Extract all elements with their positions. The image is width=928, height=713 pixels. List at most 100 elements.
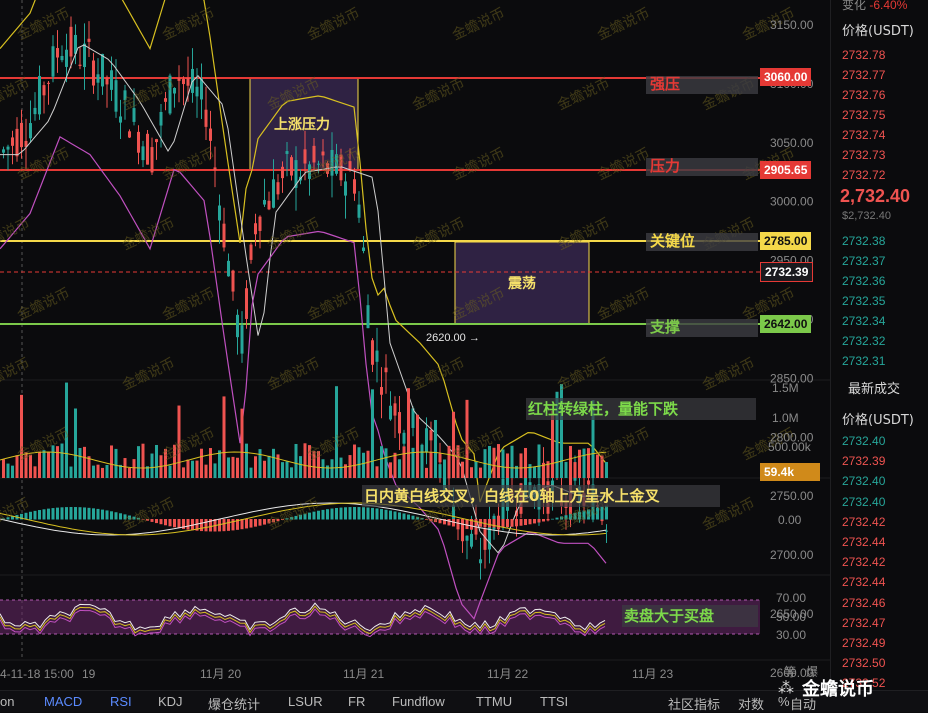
- candle-body: [461, 522, 464, 542]
- macd-bar: [501, 519, 505, 528]
- macd-bar: [155, 519, 158, 524]
- volume-bar: [65, 382, 68, 478]
- volume-bar: [456, 445, 460, 478]
- volume-bar: [564, 461, 568, 478]
- orderbook-row: 2732.36: [842, 274, 886, 288]
- volume-bar: [249, 467, 253, 478]
- watermark-text: 金蟾说币: [450, 145, 508, 183]
- watermark-text: 金蟾说币: [15, 285, 73, 323]
- macd-bar: [357, 507, 361, 520]
- tab-lsur[interactable]: LSUR: [288, 694, 323, 709]
- tab-ttmu[interactable]: TTMU: [476, 694, 513, 709]
- watermark-text: 金蟾说币: [0, 75, 32, 113]
- volume-bar: [204, 464, 208, 478]
- tab-kdj[interactable]: KDJ: [158, 694, 183, 709]
- tab-auto[interactable]: 自动: [790, 697, 817, 712]
- candle-body: [488, 519, 491, 550]
- macd-bar: [177, 519, 181, 529]
- tab-percent[interactable]: %: [778, 694, 790, 709]
- candle-body: [96, 74, 100, 83]
- tab-rsi[interactable]: RSI: [110, 694, 132, 709]
- orderbook-row: 2732.78: [842, 48, 886, 62]
- label-strong-resistance: 强压: [646, 76, 758, 94]
- candle-body: [330, 149, 334, 176]
- macd-bar: [249, 519, 253, 528]
- label-key-level: 关键位: [646, 233, 758, 251]
- tab-liquidation[interactable]: 爆仓统计: [208, 697, 261, 712]
- volume-bar: [443, 459, 446, 478]
- candle-body: [272, 179, 275, 208]
- tab-fr[interactable]: FR: [348, 694, 366, 709]
- share-icon: ⁂: [778, 678, 794, 697]
- macd-bar: [47, 508, 50, 520]
- candle-body: [393, 403, 397, 416]
- volume-bar: [479, 467, 482, 478]
- tab-partial[interactable]: on: [0, 694, 15, 709]
- candle-body: [371, 340, 374, 365]
- candle-body: [474, 526, 478, 535]
- volume-bar: [492, 447, 496, 478]
- volume-bar: [114, 448, 118, 478]
- macd-bar: [528, 519, 532, 525]
- volume-bar: [519, 453, 523, 478]
- watermark-text: 金蟾说币: [160, 425, 218, 463]
- volume-bar: [524, 447, 527, 478]
- macd-bar: [420, 518, 424, 520]
- volume-bar: [123, 458, 127, 478]
- macd-bar: [465, 519, 469, 530]
- volume-bar: [303, 443, 307, 478]
- volume-bar: [2, 459, 5, 478]
- candle-body: [479, 559, 482, 564]
- candle-body: [276, 182, 280, 195]
- macd-bar: [434, 519, 437, 523]
- volume-bar: [384, 448, 388, 478]
- tab-log[interactable]: 对数: [738, 697, 765, 712]
- macd-bar: [24, 512, 28, 520]
- orderbook-row: 2732.42: [842, 514, 886, 529]
- trades-title[interactable]: 最新成交: [848, 382, 901, 397]
- volume-bar: [56, 446, 59, 478]
- last-price: 2,732.40: [840, 186, 911, 206]
- volume-bar: [24, 452, 28, 478]
- candle-body: [56, 48, 59, 58]
- macd-bar: [497, 519, 500, 528]
- volume-bar: [195, 460, 199, 478]
- macd-bar: [87, 507, 91, 520]
- candle-body: [6, 146, 10, 150]
- candle-body: [141, 146, 145, 161]
- volume-bar: [186, 459, 190, 478]
- candle-body: [263, 199, 266, 205]
- watermark-text: 金蟾说币: [0, 355, 32, 393]
- macd-bar: [398, 512, 401, 520]
- candle-body: [312, 145, 316, 163]
- volume-bar: [213, 463, 217, 478]
- tab-macd[interactable]: MACD: [44, 694, 83, 709]
- macd-bar: [344, 507, 347, 520]
- watermark-text: 金蟾说币: [555, 75, 613, 113]
- price-axis-label: 2600.00: [770, 666, 814, 680]
- last-price-usd: $2,732.40: [842, 210, 891, 222]
- volume-bar: [461, 461, 464, 478]
- volume-bar: [587, 448, 590, 478]
- candle-body: [267, 200, 271, 210]
- rsi-axis-30: 30.00: [776, 628, 806, 642]
- candle-body: [213, 167, 217, 171]
- macd-bar: [348, 507, 352, 520]
- time-label-5: 11月 23: [632, 667, 673, 681]
- volume-bar: [6, 463, 10, 478]
- volume-bar: [353, 444, 356, 478]
- candle-body: [155, 139, 158, 143]
- volume-bar: [420, 444, 424, 478]
- macd-bar: [573, 512, 577, 520]
- tab-ttsi[interactable]: TTSI: [540, 694, 569, 709]
- volume-bar: [605, 462, 608, 478]
- volume-bar: [20, 394, 23, 478]
- tag-strong-resistance: 3060.00: [760, 68, 812, 86]
- volume-bar: [177, 405, 181, 478]
- macd-bar: [60, 507, 64, 520]
- tab-fundflow[interactable]: Fundflow: [392, 694, 445, 709]
- watermark-text: 金蟾说币: [15, 5, 73, 43]
- tab-community[interactable]: 社区指标: [668, 697, 721, 712]
- orderbook-row: 2732.50: [842, 656, 886, 671]
